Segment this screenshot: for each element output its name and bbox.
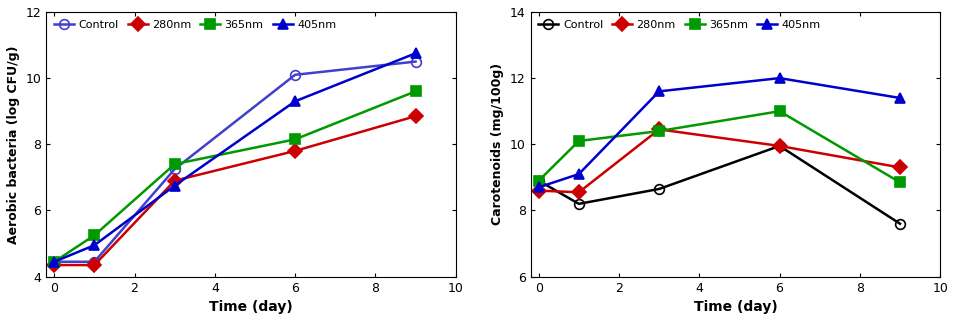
Control bbox=[894, 222, 905, 226]
Line: 280nm: 280nm bbox=[534, 125, 904, 197]
365nm bbox=[774, 109, 785, 113]
365nm bbox=[894, 180, 905, 184]
Line: 405nm: 405nm bbox=[534, 73, 904, 192]
Control bbox=[289, 73, 301, 77]
280nm bbox=[774, 144, 785, 148]
X-axis label: Time (day): Time (day) bbox=[693, 300, 777, 314]
405nm bbox=[653, 90, 665, 93]
405nm bbox=[894, 96, 905, 100]
X-axis label: Time (day): Time (day) bbox=[209, 300, 293, 314]
365nm bbox=[573, 139, 584, 143]
365nm bbox=[653, 129, 665, 133]
Y-axis label: Carotenoids (mg/100g): Carotenoids (mg/100g) bbox=[492, 63, 504, 225]
280nm bbox=[89, 263, 100, 267]
Control bbox=[653, 187, 665, 191]
280nm bbox=[410, 114, 421, 118]
405nm bbox=[774, 76, 785, 80]
280nm bbox=[653, 127, 665, 131]
405nm bbox=[533, 186, 544, 189]
365nm bbox=[89, 233, 100, 237]
Legend: Control, 280nm, 365nm, 405nm: Control, 280nm, 365nm, 405nm bbox=[52, 18, 338, 32]
280nm bbox=[573, 190, 584, 194]
405nm bbox=[89, 243, 100, 247]
Control bbox=[89, 260, 100, 264]
280nm bbox=[894, 166, 905, 169]
Y-axis label: Aerobic bacteria (log CFU/g): Aerobic bacteria (log CFU/g) bbox=[7, 45, 20, 244]
365nm bbox=[289, 137, 301, 141]
405nm bbox=[573, 172, 584, 176]
Line: 405nm: 405nm bbox=[50, 48, 420, 267]
280nm bbox=[49, 263, 60, 267]
Line: 280nm: 280nm bbox=[50, 111, 420, 270]
Line: 365nm: 365nm bbox=[50, 86, 420, 267]
Line: 365nm: 365nm bbox=[534, 106, 904, 187]
280nm bbox=[289, 149, 301, 153]
405nm bbox=[289, 100, 301, 103]
Control bbox=[573, 202, 584, 206]
405nm bbox=[410, 51, 421, 55]
Control bbox=[410, 60, 421, 64]
365nm bbox=[49, 260, 60, 264]
365nm bbox=[169, 162, 180, 166]
280nm bbox=[169, 179, 180, 183]
405nm bbox=[49, 260, 60, 264]
Legend: Control, 280nm, 365nm, 405nm: Control, 280nm, 365nm, 405nm bbox=[537, 18, 823, 32]
Line: Control: Control bbox=[534, 141, 904, 229]
Control bbox=[533, 179, 544, 183]
Line: Control: Control bbox=[50, 57, 420, 267]
Control bbox=[169, 167, 180, 171]
280nm bbox=[533, 189, 544, 193]
405nm bbox=[169, 184, 180, 187]
Control bbox=[774, 144, 785, 148]
365nm bbox=[533, 179, 544, 183]
Control bbox=[49, 260, 60, 264]
365nm bbox=[410, 90, 421, 93]
